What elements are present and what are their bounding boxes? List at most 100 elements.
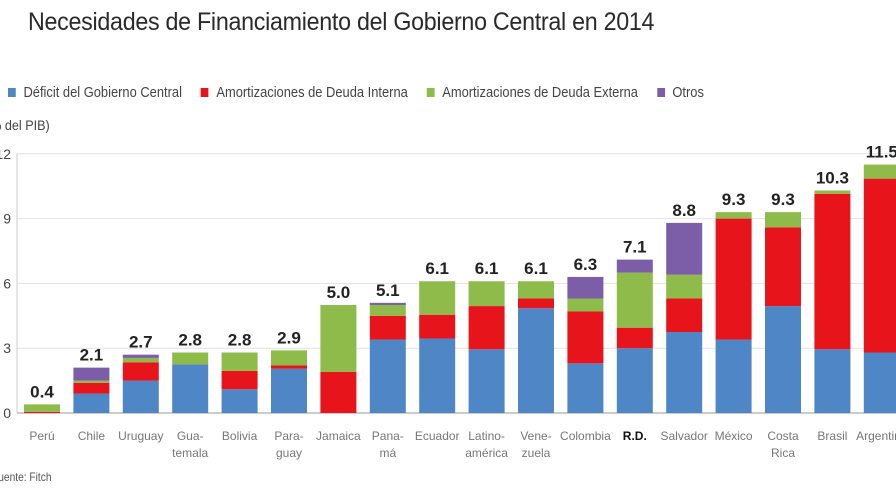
bar-segment <box>666 222 703 275</box>
legend-swatch <box>426 88 435 97</box>
bar-segment <box>73 382 110 394</box>
bar-segment <box>73 393 110 413</box>
x-tick-label: México <box>715 429 753 443</box>
bar-segment <box>715 339 752 413</box>
bar-segment <box>419 338 456 413</box>
total-label: 2.1 <box>80 346 104 365</box>
bar-segment <box>271 368 307 413</box>
bar-segment <box>518 308 554 413</box>
bar-segment <box>518 281 554 299</box>
bar-segment <box>567 363 604 413</box>
legend-label: Amortizaciones de Deuda Interna <box>216 84 408 101</box>
y-tick-label: 12 <box>0 146 11 162</box>
legend: Déficit del Gobierno Central Amortizacion… <box>8 84 723 101</box>
bar-segment <box>122 354 159 358</box>
x-tick-label: má <box>379 446 396 460</box>
bar-segment <box>24 404 60 412</box>
bar-segment <box>468 349 505 413</box>
total-label: 2.9 <box>277 328 301 347</box>
x-tick-label: Uruguay <box>118 429 163 443</box>
bar-segment <box>271 365 307 369</box>
legend-swatch <box>8 88 16 97</box>
x-tick-label: temala <box>172 446 208 460</box>
x-tick-label: Rica <box>771 446 795 460</box>
total-label: 7.1 <box>623 238 647 257</box>
bar-segment <box>221 352 258 371</box>
x-tick-label: zuela <box>522 446 551 460</box>
total-label: 0.4 <box>30 382 54 401</box>
x-tick-label: R.D. <box>623 429 647 443</box>
x-tick-label: Brasil <box>817 429 847 443</box>
bar-segment <box>172 364 209 413</box>
bar-segment <box>715 212 752 219</box>
total-label: 2.7 <box>129 333 153 352</box>
x-tick-label: Costa <box>767 429 799 443</box>
x-tick-label: Jamaica <box>316 429 361 443</box>
y-tick-label: 9 <box>3 211 11 227</box>
bar-segment <box>814 193 851 350</box>
bar-segment <box>765 212 801 228</box>
total-label: 2.8 <box>178 331 202 350</box>
total-label: 9.3 <box>722 190 746 209</box>
bar-segment <box>369 315 406 340</box>
x-tick-label: Vene- <box>520 429 551 443</box>
total-label: 2.8 <box>228 331 252 350</box>
legend-item: Déficit del Gobierno Central <box>8 84 182 101</box>
y-axis-label: (% del PIB) <box>0 117 50 133</box>
total-label: 8.8 <box>672 201 696 220</box>
bar-segment <box>518 298 554 309</box>
y-tick-label: 6 <box>3 275 11 291</box>
legend-item: Amortizaciones de Deuda Interna <box>200 84 408 101</box>
x-tick-label: Salvador <box>661 429 708 443</box>
bar-segment <box>73 367 110 381</box>
bar-segment <box>814 190 851 194</box>
legend-swatch <box>200 88 209 97</box>
bar-segment <box>765 306 801 413</box>
bar-segment <box>666 332 703 413</box>
total-label: 10.3 <box>816 169 849 188</box>
x-tick-label: Bolivia <box>222 429 258 443</box>
legend-item: Otros <box>656 84 704 101</box>
bar-segment <box>666 298 703 332</box>
y-tick-label: 3 <box>3 340 11 356</box>
legend-label: Otros <box>672 84 704 101</box>
bar-segment <box>863 178 896 353</box>
bar-segment <box>419 281 456 315</box>
bar-segment <box>468 281 505 307</box>
bar-segment <box>616 272 653 328</box>
bar-segment <box>863 352 896 413</box>
bar-segment <box>122 380 159 413</box>
y-tick-label: 0 <box>3 405 11 421</box>
total-label: 6.1 <box>524 259 548 278</box>
legend-label: Amortizaciones de Deuda Externa <box>442 84 638 101</box>
bar-segment <box>863 164 896 179</box>
x-tick-label: Pana- <box>372 429 404 443</box>
bar-segment <box>616 327 653 349</box>
x-tick-label: Argentina <box>856 429 896 443</box>
bar-segment <box>320 305 357 372</box>
bar-segment <box>567 311 604 364</box>
bar-segment <box>419 314 456 339</box>
bar-segment <box>221 370 258 390</box>
bar-segment <box>320 371 357 413</box>
total-label: 11.5 <box>866 143 896 162</box>
total-label: 6.3 <box>574 255 598 274</box>
legend-label: Déficit del Gobierno Central <box>23 84 182 101</box>
bar-segment <box>567 298 604 312</box>
bar-segment <box>814 349 851 413</box>
x-tick-label: Gua- <box>177 429 204 443</box>
bar-segment <box>369 339 406 413</box>
total-label: 5.0 <box>327 283 351 302</box>
bar-segment <box>765 227 801 307</box>
x-tick-label: Para- <box>274 429 303 443</box>
chart-title: Necesidades de Financiamiento del Gobier… <box>28 8 655 36</box>
x-tick-label: Colombia <box>560 429 611 443</box>
total-label: 9.3 <box>771 190 795 209</box>
bar-segment <box>715 218 752 340</box>
x-tick-label: américa <box>465 446 508 460</box>
bar-segment <box>221 389 258 413</box>
total-label: 6.1 <box>425 259 449 278</box>
bar-segment <box>567 276 604 299</box>
total-label: 6.1 <box>475 259 499 278</box>
bar-segment <box>369 305 406 316</box>
